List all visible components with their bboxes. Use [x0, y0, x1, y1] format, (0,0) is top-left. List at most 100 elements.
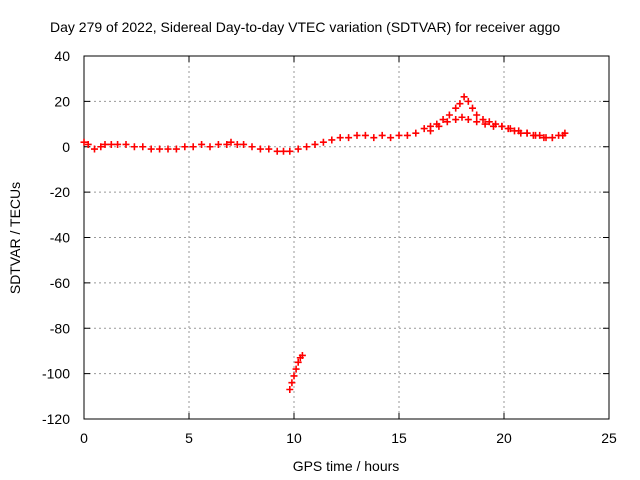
data-point: [181, 143, 189, 151]
data-point: [395, 131, 403, 139]
data-point: [206, 143, 214, 151]
data-point: [91, 145, 98, 153]
data-point: [290, 372, 298, 380]
data-point: [506, 125, 514, 133]
y-tick-label: -20: [50, 184, 70, 200]
data-point: [286, 147, 294, 155]
data-point: [559, 131, 567, 139]
data-point: [328, 136, 336, 144]
data-point: [427, 127, 434, 135]
data-point: [156, 145, 164, 153]
x-tick-label: 15: [391, 430, 407, 446]
data-point: [361, 131, 369, 139]
data-point: [498, 122, 506, 130]
data-point: [319, 138, 327, 146]
data-point: [540, 134, 548, 142]
x-axis: 0 5 10 15 20 25: [80, 56, 617, 446]
data-point: [420, 125, 428, 133]
data-point: [273, 147, 281, 155]
data-point: [248, 143, 256, 151]
data-point: [198, 140, 206, 148]
x-axis-label: GPS time / hours: [293, 458, 400, 474]
data-point: [452, 104, 460, 112]
data-point: [80, 138, 88, 146]
y-tick-label: 40: [54, 48, 70, 64]
data-point: [458, 113, 466, 121]
data-point: [469, 104, 476, 112]
data-point: [84, 140, 92, 148]
x-tick-label: 0: [80, 430, 88, 446]
data-point: [227, 138, 235, 146]
data-point: [460, 93, 468, 101]
data-point: [303, 143, 311, 151]
data-point: [345, 134, 353, 142]
data-point: [412, 129, 420, 137]
data-point: [223, 140, 231, 148]
data-point: [286, 386, 294, 394]
y-axis: -120 -100 -80 -60 -40 -20 0 20 40: [42, 48, 609, 427]
data-point: [288, 379, 296, 387]
x-tick-label: 5: [185, 430, 193, 446]
y-tick-label: -80: [50, 320, 70, 336]
data-point: [378, 131, 386, 139]
data-point: [101, 140, 109, 148]
data-point: [403, 131, 411, 139]
data-point: [523, 129, 531, 137]
data-point: [130, 143, 138, 151]
data-point: [473, 118, 481, 126]
data-point: [280, 147, 287, 155]
data-point: [336, 134, 344, 142]
y-tick-label: -120: [42, 411, 70, 427]
data-point: [387, 134, 395, 142]
data-point: [292, 365, 300, 373]
data-point: [481, 120, 489, 128]
data-point: [485, 118, 493, 126]
data-point: [298, 351, 306, 359]
x-tick-label: 25: [601, 430, 617, 446]
data-point: [172, 145, 180, 153]
data-point: [370, 134, 378, 142]
y-tick-label: -100: [42, 366, 70, 382]
data-point: [548, 134, 556, 142]
data-point: [114, 140, 122, 148]
data-point: [147, 145, 155, 153]
data-point: [435, 122, 443, 130]
data-point: [189, 143, 197, 151]
y-tick-label: 0: [62, 139, 70, 155]
data-point: [233, 140, 241, 148]
data-point: [240, 140, 248, 148]
data-point: [490, 122, 497, 130]
data-point: [445, 111, 453, 119]
data-point: [214, 140, 222, 148]
data-point: [107, 140, 115, 148]
data-point: [456, 100, 464, 108]
y-tick-label: -60: [50, 275, 70, 291]
data-point: [139, 143, 147, 151]
data-point: [464, 97, 472, 105]
data-point: [439, 116, 447, 124]
data-point: [443, 118, 451, 126]
data-point: [97, 143, 105, 151]
data-point: [164, 145, 172, 153]
data-point: [311, 140, 319, 148]
x-tick-label: 20: [496, 430, 512, 446]
data-point: [452, 116, 460, 124]
y-tick-label: -40: [50, 230, 70, 246]
data-point: [479, 116, 487, 124]
x-tick-label: 10: [286, 430, 302, 446]
data-point: [532, 131, 539, 139]
y-tick-label: 20: [54, 93, 70, 109]
y-axis-label: SDTVAR / TECUs: [7, 182, 23, 294]
data-point: [294, 145, 302, 153]
data-point: [294, 358, 302, 366]
data-point: [122, 140, 130, 148]
data-series: [80, 93, 569, 394]
data-point: [473, 111, 481, 119]
data-point: [265, 145, 273, 153]
data-point: [464, 116, 472, 124]
data-point: [353, 131, 361, 139]
data-point: [256, 145, 264, 153]
chart-title: Day 279 of 2022, Sidereal Day-to-day VTE…: [50, 19, 560, 35]
data-point: [515, 127, 523, 135]
